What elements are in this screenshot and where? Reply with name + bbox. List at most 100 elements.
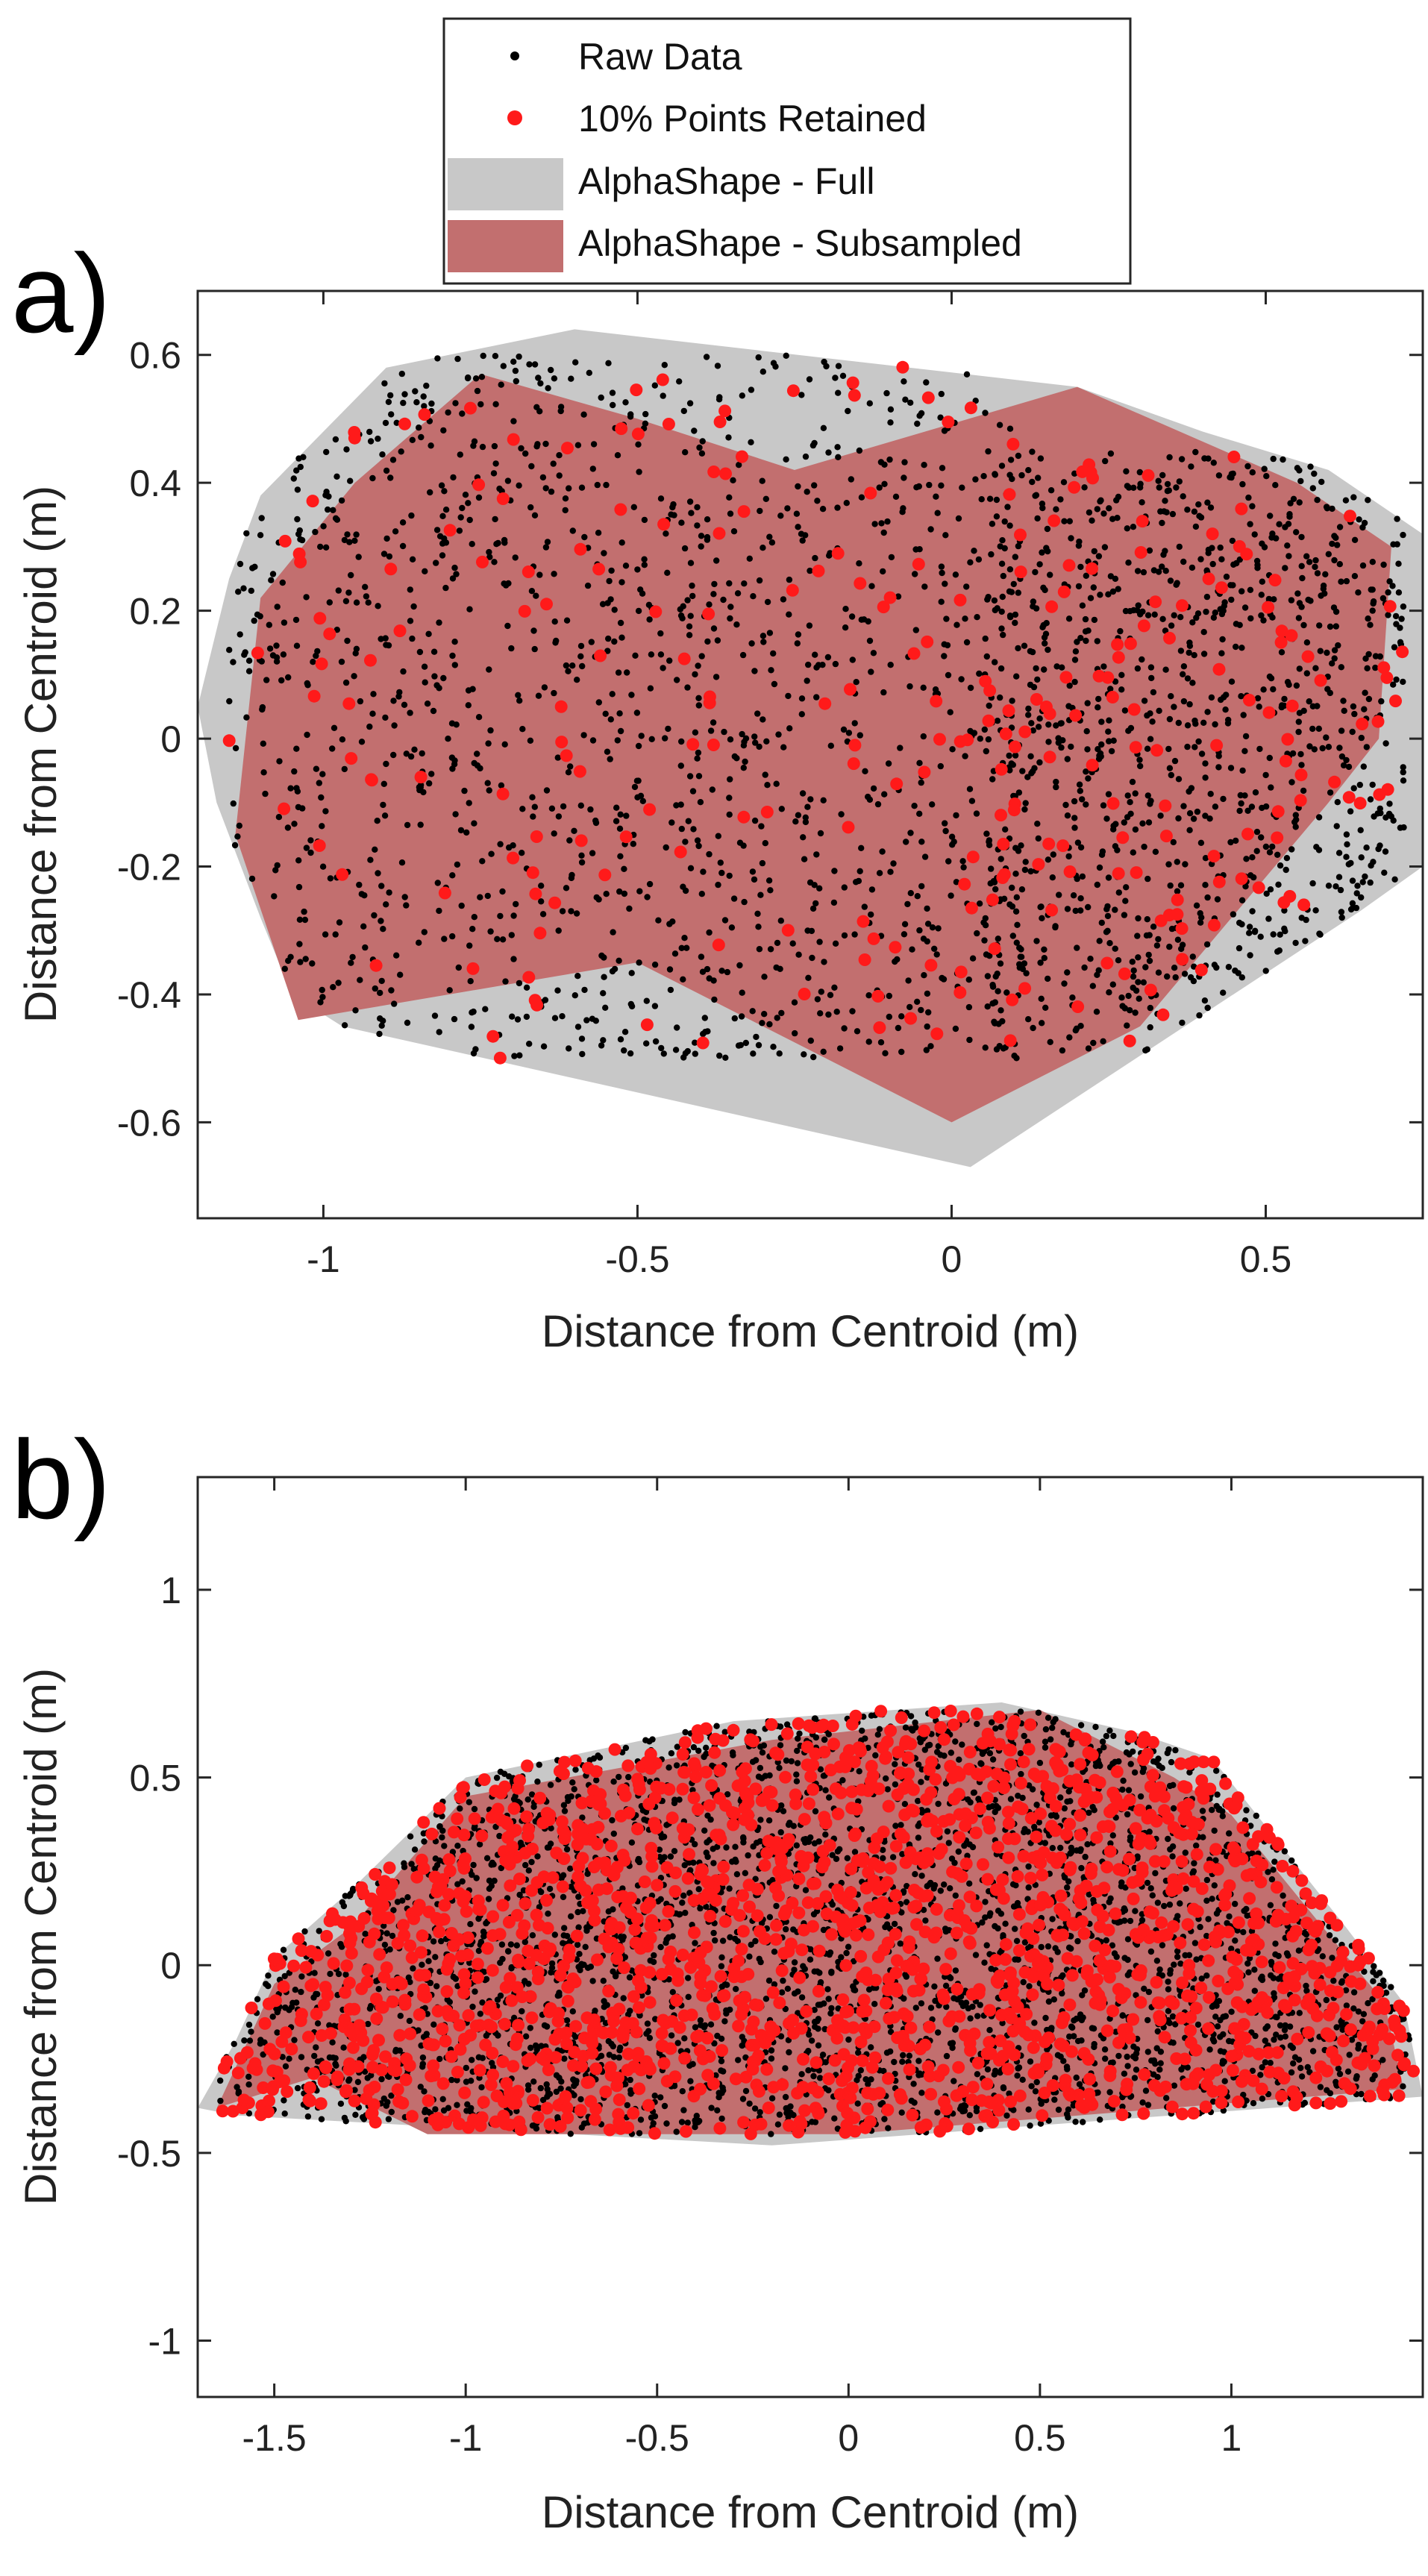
chart-a-raw-point xyxy=(1149,718,1156,725)
chart-a-raw-point xyxy=(1259,578,1266,585)
chart-a-raw-point xyxy=(1362,689,1368,696)
chart-a-raw-point xyxy=(881,461,888,468)
chart-a-raw-point xyxy=(1236,944,1243,952)
chart-b-raw-point xyxy=(1297,2064,1304,2072)
chart-a-raw-point xyxy=(1150,567,1158,574)
chart-a-raw-point xyxy=(730,895,738,902)
chart-a-raw-point xyxy=(455,964,462,971)
chart-a-raw-point xyxy=(962,615,968,622)
chart-a-raw-point xyxy=(1335,642,1341,649)
chart-a-raw-point xyxy=(548,366,554,374)
chart-a-raw-point xyxy=(416,648,424,656)
chart-a-raw-point xyxy=(1166,943,1173,950)
chart-a-raw-point xyxy=(479,443,486,451)
chart-a-raw-point xyxy=(1140,979,1147,986)
chart-a-raw-point xyxy=(617,811,624,818)
chart-b-marks xyxy=(198,1702,1423,2146)
chart-a-raw-point xyxy=(516,353,522,360)
chart-a-raw-point xyxy=(899,509,906,515)
chart-a-raw-point xyxy=(484,780,491,786)
chart-a-raw-point xyxy=(739,392,745,399)
chart-a-raw-point xyxy=(1028,720,1035,727)
chart-a-raw-point xyxy=(963,639,971,646)
chart-a-raw-point xyxy=(1325,883,1333,889)
chart-b-raw-point xyxy=(1124,2063,1131,2069)
chart-a-raw-point xyxy=(344,531,351,538)
chart-a-raw-point xyxy=(916,927,923,934)
chart-a-raw-point xyxy=(1223,573,1230,580)
chart-a-raw-point xyxy=(542,544,550,551)
chart-a-raw-point xyxy=(486,548,492,556)
chart-a-raw-point xyxy=(825,449,832,456)
chart-a-raw-point xyxy=(1106,989,1112,996)
chart-a-raw-point xyxy=(486,554,493,560)
chart-a-raw-point xyxy=(1110,826,1117,833)
chart-a-raw-point xyxy=(635,777,642,784)
chart-a-retained-point xyxy=(1240,548,1253,561)
chart-a-raw-point xyxy=(396,689,403,696)
chart-a-raw-point xyxy=(876,484,883,491)
chart-a-retained-point xyxy=(486,1030,500,1043)
chart-a-raw-point xyxy=(471,914,477,921)
chart-a-raw-point xyxy=(885,760,892,767)
chart-a-raw-point xyxy=(1053,778,1059,786)
chart-a-raw-point xyxy=(1324,686,1331,692)
chart-a-raw-point xyxy=(1155,477,1162,484)
chart-a-raw-point xyxy=(1222,706,1229,713)
chart-a-raw-point xyxy=(293,745,300,752)
chart-b-raw-point xyxy=(574,1941,581,1949)
chart-a-raw-point xyxy=(1094,881,1101,889)
chart-a-raw-point xyxy=(933,493,939,500)
chart-a-raw-point xyxy=(1329,540,1335,548)
chart-a-raw-point xyxy=(1351,536,1359,543)
chart-b-raw-point xyxy=(718,1963,725,1969)
chart-a-raw-point xyxy=(784,505,791,512)
chart-a-raw-point xyxy=(1000,631,1006,639)
chart-a-raw-point xyxy=(1109,515,1116,522)
chart-b-raw-point xyxy=(726,1885,733,1892)
chart-a-raw-point xyxy=(1147,736,1154,742)
chart-a-raw-point xyxy=(1032,492,1039,499)
chart-a-raw-point xyxy=(711,580,718,588)
chart-a-retained-point xyxy=(529,887,542,900)
chart-a-raw-point xyxy=(1254,562,1261,568)
chart-a-retained-point xyxy=(930,695,943,708)
chart-a-raw-point xyxy=(948,833,956,840)
chart-a-raw-point xyxy=(630,504,637,510)
chart-a-raw-point xyxy=(1071,797,1078,805)
chart-a-raw-point xyxy=(895,1024,902,1032)
chart-a-raw-point xyxy=(1343,756,1350,764)
chart-a-retained-point xyxy=(966,850,980,864)
chart-a-raw-point xyxy=(605,360,612,366)
chart-a-raw-point xyxy=(498,381,504,388)
chart-b-raw-point xyxy=(1000,2085,1007,2092)
chart-a-raw-point xyxy=(679,615,686,621)
chart-a-retained-point xyxy=(496,787,510,800)
chart-a-raw-point xyxy=(998,608,1005,615)
chart-a-raw-point xyxy=(1175,719,1183,727)
chart-a-raw-point xyxy=(840,726,848,733)
chart-b-raw-point xyxy=(802,1887,809,1893)
chart-a-retained-point xyxy=(1006,993,1019,1006)
chart-a-raw-point xyxy=(1204,894,1211,901)
chart-a-raw-point xyxy=(1189,680,1196,686)
chart-a-raw-point xyxy=(466,942,473,949)
chart-a-retained-point xyxy=(1030,693,1043,706)
chart-a-retained-point xyxy=(1215,581,1228,595)
chart-b-raw-point xyxy=(245,2073,252,2080)
chart-a-retained-point xyxy=(630,383,643,397)
chart-a-raw-point xyxy=(363,593,370,600)
chart-a-raw-point xyxy=(1093,1009,1100,1015)
chart-a-raw-point xyxy=(717,859,724,866)
chart-a-raw-point xyxy=(370,691,377,698)
chart-a-raw-point xyxy=(698,450,706,457)
chart-a-raw-point xyxy=(760,639,767,645)
chart-b-raw-point xyxy=(647,1957,654,1964)
chart-a-raw-point xyxy=(422,568,428,574)
chart-a-retained-point xyxy=(540,598,553,611)
chart-a-retained-point xyxy=(574,542,587,556)
chart-b-raw-point xyxy=(835,1958,842,1966)
chart-a-raw-point xyxy=(501,741,508,748)
chart-a-raw-point xyxy=(726,580,733,587)
chart-a-raw-point xyxy=(866,400,874,407)
